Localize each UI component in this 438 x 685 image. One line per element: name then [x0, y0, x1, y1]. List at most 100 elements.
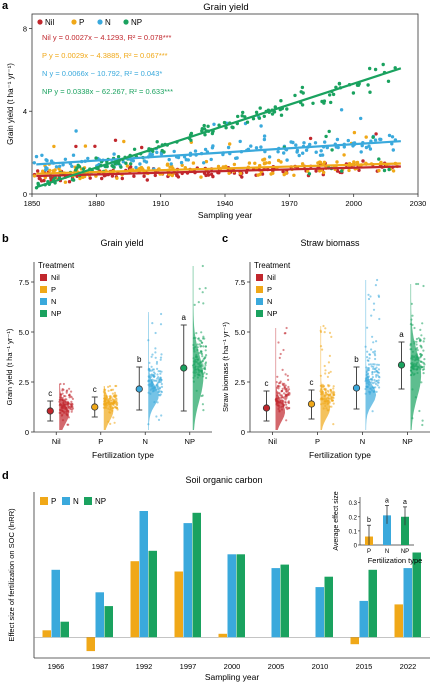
dist-point-np [205, 372, 208, 376]
point-np [293, 93, 297, 98]
panel-c-letter: c [222, 233, 228, 245]
point-p [253, 161, 257, 165]
point-np [373, 67, 378, 72]
point-nil [140, 145, 144, 150]
point-n [323, 140, 327, 144]
point-nil [374, 132, 378, 136]
dist-point-n [154, 356, 157, 359]
bar-np [412, 552, 421, 638]
dist-point-n [159, 356, 163, 359]
point-np [300, 85, 305, 90]
legend-label-p: P [51, 285, 56, 294]
dist-point-nil [278, 382, 281, 385]
y-tick-label: 4 [23, 107, 27, 116]
point-nil [110, 174, 115, 178]
point-np [386, 79, 391, 84]
legend-label-np: NP [131, 18, 142, 27]
point-n [134, 165, 138, 170]
inset-x-tick-label: NP [401, 549, 409, 555]
dist-point-n [375, 375, 378, 378]
point-n [249, 144, 253, 148]
dist-point-p [329, 392, 332, 396]
y-tick-label: 0 [25, 428, 29, 437]
point-p [347, 168, 351, 173]
legend-label-n: N [51, 297, 56, 306]
dist-point-n [373, 363, 376, 366]
dist-point-np [202, 302, 205, 305]
dist-point-n [376, 278, 379, 282]
dist-point-n [156, 377, 159, 380]
dist-point-n [366, 350, 369, 353]
dist-point-n [155, 379, 158, 382]
point-np [393, 66, 397, 70]
point-p [53, 168, 57, 172]
dist-point-n [369, 295, 372, 298]
dist-point-p [324, 372, 327, 375]
legend-swatch-p [40, 286, 47, 293]
inset-x-tick-label: N [385, 549, 389, 555]
significance-letter-np: a [182, 313, 187, 322]
point-n [313, 141, 318, 145]
dist-point-p [113, 406, 116, 409]
inset-x-axis-label: Fertilization type [368, 556, 423, 565]
dist-point-n [155, 415, 158, 418]
dist-point-p [330, 397, 333, 400]
dist-point-nil [279, 393, 282, 397]
point-p [258, 172, 262, 177]
mean-marker-np [180, 364, 188, 372]
dist-point-p [332, 387, 335, 390]
point-p [146, 166, 151, 170]
point-n [169, 162, 173, 166]
x-tick-label: 1910 [152, 199, 169, 208]
point-np [330, 148, 334, 152]
point-nil [36, 169, 40, 173]
dist-point-n [160, 353, 163, 356]
dist-point-nil [287, 401, 290, 404]
point-np [160, 148, 164, 153]
dist-point-n [367, 297, 371, 301]
point-n [211, 144, 215, 148]
point-n [155, 150, 159, 155]
point-n [368, 147, 373, 151]
dist-point-n [374, 284, 377, 287]
dist-point-np [197, 337, 200, 340]
dist-point-nil [66, 389, 69, 392]
mean-marker-nil [262, 404, 271, 412]
point-p [204, 159, 209, 164]
dist-point-nil [286, 406, 289, 409]
point-nil [120, 176, 125, 181]
dist-point-p [108, 397, 111, 400]
legend-dot-n [97, 19, 103, 25]
dist-point-np [416, 346, 419, 350]
point-n [336, 145, 340, 150]
dist-point-p [114, 384, 117, 388]
point-p [306, 169, 310, 173]
point-p [284, 171, 288, 175]
point-np [117, 161, 121, 166]
legend-label-n: N [267, 297, 272, 306]
dist-point-np [204, 345, 207, 348]
point-nil [100, 176, 104, 181]
point-p [216, 164, 221, 169]
point-p [191, 161, 196, 165]
dist-point-n [367, 363, 371, 366]
dist-point-np [200, 345, 203, 348]
inset-letter-p: b [367, 517, 371, 524]
bar-n [139, 511, 148, 638]
dist-point-nil [287, 388, 291, 391]
dist-point-np [203, 371, 206, 374]
point-n [291, 140, 295, 145]
inset-y-tick-label: 0.3 [349, 501, 358, 507]
y-axis-label: Effect size of fertilization on SOC (lnR… [7, 508, 16, 642]
mean-marker-nil [46, 407, 54, 415]
dist-point-np [418, 409, 421, 413]
point-np [70, 177, 75, 182]
dist-point-p [108, 395, 111, 398]
dist-point-nil [276, 386, 279, 389]
point-nil [260, 172, 265, 176]
dist-point-nil [281, 382, 284, 385]
x-tick-label: 1850 [24, 199, 41, 208]
dist-point-nil [69, 408, 72, 411]
dist-point-p [327, 385, 330, 388]
point-p [41, 169, 45, 173]
